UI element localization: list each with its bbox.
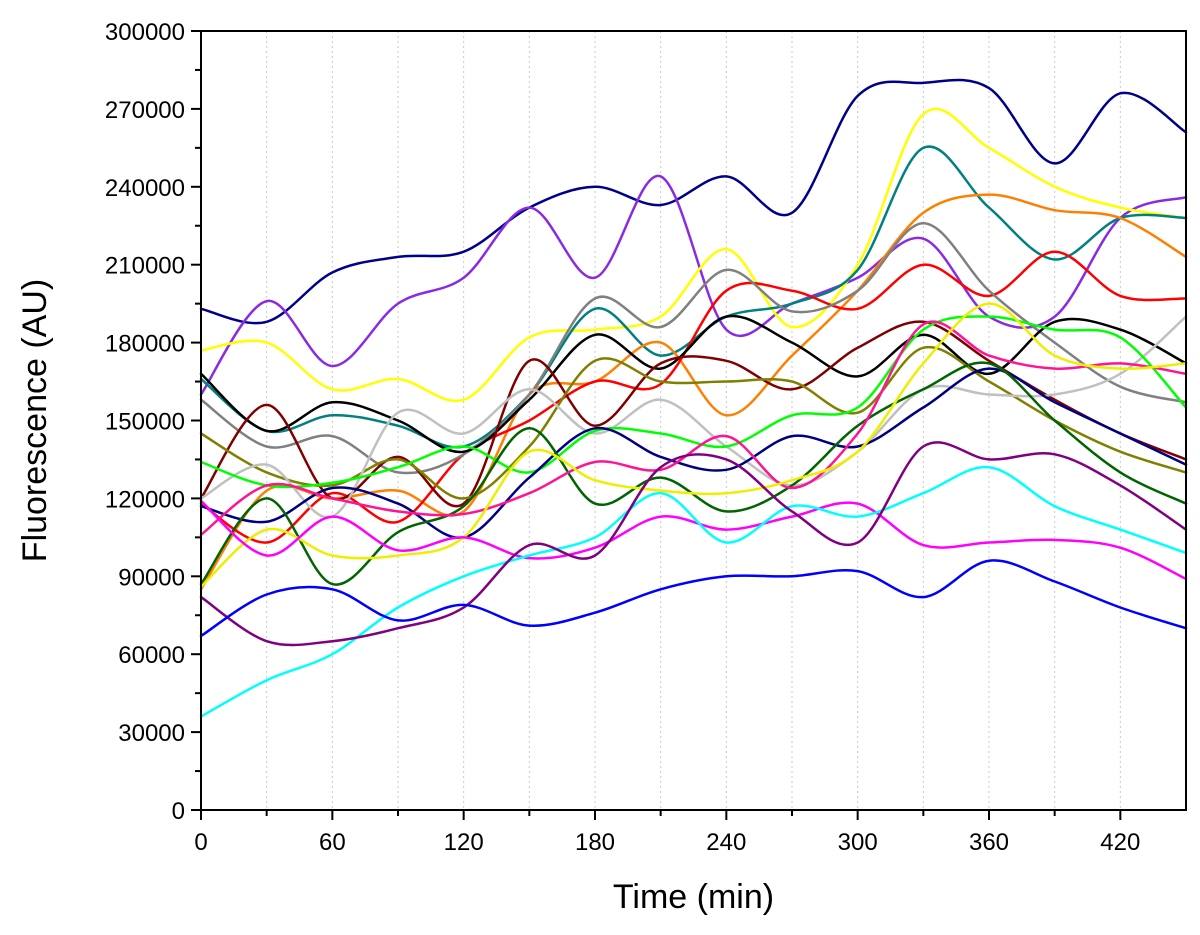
y-tick-label: 30000 — [118, 720, 185, 747]
x-axis-title: Time (min) — [613, 878, 774, 916]
series-line-15 — [199, 320, 1188, 537]
series-line-18 — [199, 465, 1188, 718]
y-tick-label: 210000 — [105, 253, 185, 280]
series-line-20 — [199, 559, 1188, 638]
x-tick-label: 240 — [706, 829, 746, 856]
y-tick-label: 0 — [172, 798, 185, 825]
x-tick-label: 120 — [444, 829, 484, 856]
y-tick-label: 60000 — [118, 642, 185, 669]
plot-frame — [200, 30, 1187, 811]
y-tick-label: 120000 — [105, 486, 185, 513]
x-tick-label: 360 — [969, 829, 1009, 856]
series-line-8 — [199, 314, 1188, 454]
x-tick-label: 60 — [319, 829, 346, 856]
series-line-1 — [199, 78, 1188, 325]
y-tick-label: 270000 — [105, 97, 185, 124]
series-line-10 — [199, 345, 1188, 500]
series-line-14 — [199, 361, 1188, 586]
y-tick-label: 300000 — [105, 19, 185, 46]
series-line-9 — [199, 320, 1188, 508]
series-line-7 — [199, 221, 1188, 475]
series-line-11 — [199, 315, 1188, 519]
x-tick-label: 180 — [575, 829, 615, 856]
y-tick-label: 90000 — [118, 564, 185, 591]
series-line-16 — [199, 302, 1188, 588]
x-tick-label: 0 — [194, 829, 207, 856]
x-tick-label: 300 — [838, 829, 878, 856]
y-tick-label: 180000 — [105, 331, 185, 358]
x-axis: 0 60 120 180 240 300 360 420 — [194, 810, 1140, 856]
series-line-2 — [199, 175, 1188, 396]
x-tick-label: 420 — [1100, 829, 1140, 856]
series-line-13 — [199, 367, 1188, 539]
y-tick-label: 240000 — [105, 175, 185, 202]
y-axis: 0 30000 60000 90000 120000 150000 180000 210000… — [105, 19, 201, 825]
series-line-17 — [199, 499, 1188, 581]
series-line-3 — [199, 107, 1188, 403]
y-tick-label: 150000 — [105, 409, 185, 436]
series-line-19 — [199, 441, 1188, 647]
series-layer — [199, 78, 1188, 718]
y-axis-title: Fluorescence (AU) — [16, 279, 54, 562]
